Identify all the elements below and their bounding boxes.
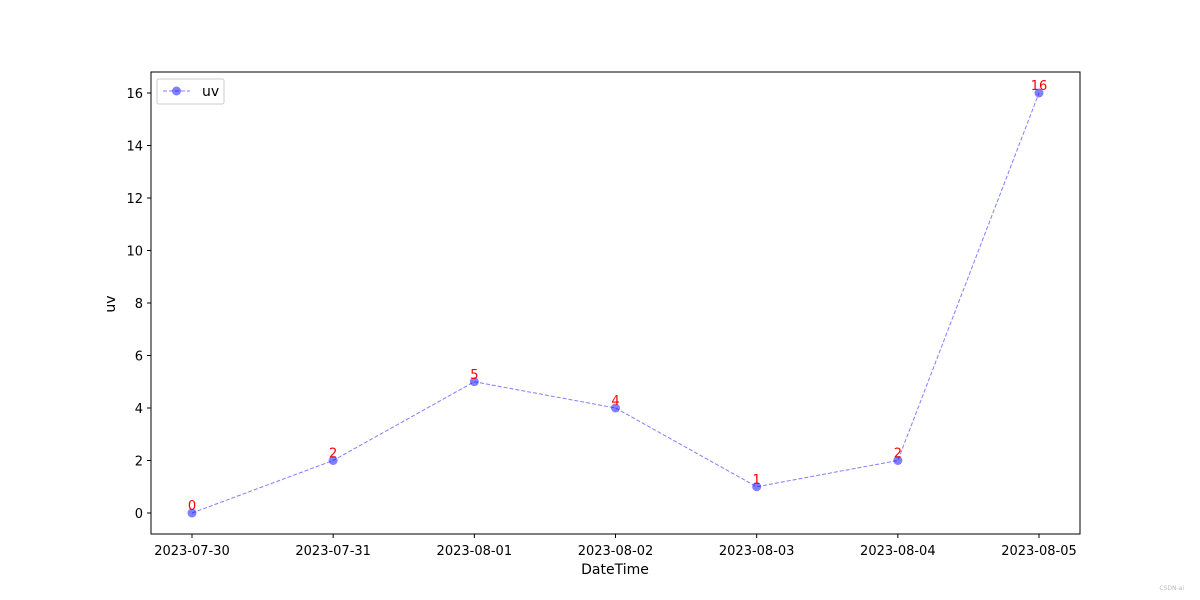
y-tick-label: 4 — [135, 402, 143, 417]
y-axis: 0 2 4 6 8 10 12 14 16 — [126, 87, 151, 522]
y-tick-label: 0 — [135, 507, 143, 522]
watermark: CSDN-ai — [1159, 585, 1184, 592]
data-label: 5 — [470, 368, 478, 383]
data-point — [187, 508, 197, 518]
legend-label-uv: uv — [202, 84, 219, 100]
legend-marker — [172, 86, 181, 96]
data-point — [1034, 88, 1044, 98]
data-point — [893, 456, 903, 465]
data-point — [328, 456, 338, 465]
x-tick-label: 2023-07-31 — [295, 544, 371, 559]
legend-box — [156, 78, 225, 105]
x-axis-title: DateTime — [581, 562, 649, 578]
x-axis: 2023-07-30 2023-07-31 2023-08-01 2023-08-02… — [154, 534, 1077, 559]
y-axis-title: uv — [103, 295, 119, 312]
data-label: 0 — [188, 499, 196, 514]
data-point — [752, 482, 762, 492]
data-point — [611, 403, 620, 413]
y-tick-label: 10 — [126, 245, 143, 260]
y-tick-label: 12 — [126, 192, 143, 207]
series-points-uv — [187, 88, 1044, 518]
x-tick-label: 2023-08-02 — [578, 544, 654, 559]
data-label: 2 — [329, 447, 337, 462]
x-tick-label: 2023-08-03 — [719, 544, 795, 559]
data-labels: 0 2 5 4 1 2 16 — [188, 79, 1047, 514]
y-tick-label: 14 — [126, 140, 143, 155]
data-label: 1 — [753, 473, 761, 488]
plot-area — [150, 71, 1081, 535]
x-tick-label: 2023-08-04 — [860, 544, 936, 559]
x-tick-label: 2023-08-05 — [1001, 544, 1077, 559]
data-point — [469, 377, 479, 387]
legend: uv — [156, 78, 225, 105]
y-tick-label: 16 — [126, 87, 143, 102]
y-tick-label: 6 — [135, 350, 143, 365]
data-label: 2 — [894, 447, 902, 462]
y-tick-label: 8 — [135, 297, 143, 312]
data-label: 4 — [611, 394, 619, 409]
y-tick-label: 2 — [135, 455, 143, 470]
data-label: 16 — [1031, 79, 1048, 94]
x-tick-label: 2023-07-30 — [154, 544, 230, 559]
x-tick-label: 2023-08-01 — [437, 544, 513, 559]
